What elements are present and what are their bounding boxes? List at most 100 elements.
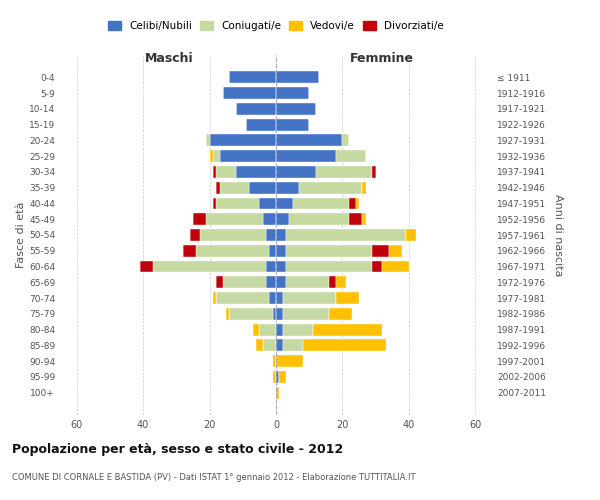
Bar: [263, 340, 276, 351]
Bar: [276, 324, 283, 336]
Bar: [266, 229, 276, 241]
Bar: [196, 245, 269, 256]
Y-axis label: Anni di nascita: Anni di nascita: [553, 194, 563, 276]
Bar: [302, 340, 386, 351]
Legend: Celibi/Nubili, Coniugati/e, Vedovi/e, Divorziati/e: Celibi/Nubili, Coniugati/e, Vedovi/e, Di…: [104, 17, 448, 36]
Bar: [283, 292, 336, 304]
Bar: [209, 150, 213, 162]
Bar: [329, 276, 336, 288]
Bar: [223, 276, 266, 288]
Bar: [266, 260, 276, 272]
Bar: [209, 134, 276, 146]
Bar: [286, 245, 373, 256]
Bar: [276, 182, 299, 194]
Bar: [206, 214, 263, 225]
Bar: [283, 324, 313, 336]
Bar: [276, 150, 336, 162]
Text: Popolazione per età, sesso e stato civile - 2012: Popolazione per età, sesso e stato civil…: [12, 442, 343, 456]
Bar: [389, 245, 402, 256]
Bar: [276, 72, 319, 83]
Bar: [269, 292, 276, 304]
Bar: [223, 87, 276, 99]
Bar: [373, 260, 382, 272]
Bar: [336, 276, 346, 288]
Bar: [140, 260, 153, 272]
Text: Femmine: Femmine: [350, 52, 415, 64]
Bar: [343, 134, 349, 146]
Bar: [276, 229, 286, 241]
Bar: [272, 308, 276, 320]
Bar: [276, 308, 283, 320]
Bar: [276, 214, 289, 225]
Bar: [266, 276, 276, 288]
Bar: [276, 198, 293, 209]
Bar: [213, 150, 220, 162]
Bar: [362, 182, 366, 194]
Bar: [229, 72, 276, 83]
Bar: [259, 198, 276, 209]
Bar: [276, 340, 283, 351]
Bar: [356, 198, 359, 209]
Bar: [213, 292, 216, 304]
Bar: [316, 166, 373, 178]
Bar: [276, 134, 343, 146]
Bar: [276, 356, 302, 367]
Bar: [283, 308, 329, 320]
Bar: [283, 340, 302, 351]
Bar: [272, 371, 276, 383]
Bar: [313, 324, 382, 336]
Bar: [246, 118, 276, 130]
Bar: [276, 118, 309, 130]
Bar: [216, 166, 236, 178]
Bar: [183, 245, 196, 256]
Bar: [336, 292, 359, 304]
Bar: [200, 229, 266, 241]
Bar: [280, 371, 286, 383]
Bar: [373, 245, 389, 256]
Bar: [276, 276, 286, 288]
Bar: [272, 356, 276, 367]
Bar: [206, 134, 209, 146]
Bar: [213, 166, 216, 178]
Y-axis label: Fasce di età: Fasce di età: [16, 202, 26, 268]
Bar: [276, 103, 316, 115]
Bar: [256, 340, 263, 351]
Bar: [349, 214, 362, 225]
Bar: [293, 198, 349, 209]
Bar: [286, 276, 329, 288]
Bar: [216, 276, 223, 288]
Bar: [236, 166, 276, 178]
Bar: [236, 103, 276, 115]
Bar: [276, 292, 283, 304]
Bar: [276, 87, 309, 99]
Bar: [216, 292, 269, 304]
Bar: [329, 308, 352, 320]
Bar: [269, 245, 276, 256]
Bar: [362, 214, 366, 225]
Bar: [220, 150, 276, 162]
Bar: [286, 260, 373, 272]
Bar: [220, 182, 250, 194]
Bar: [263, 214, 276, 225]
Bar: [276, 260, 286, 272]
Bar: [259, 324, 276, 336]
Bar: [250, 182, 276, 194]
Bar: [406, 229, 416, 241]
Bar: [153, 260, 266, 272]
Bar: [229, 308, 272, 320]
Bar: [216, 182, 220, 194]
Text: COMUNE DI CORNALE E BASTIDA (PV) - Dati ISTAT 1° gennaio 2012 - Elaborazione TUT: COMUNE DI CORNALE E BASTIDA (PV) - Dati …: [12, 472, 415, 482]
Bar: [289, 214, 349, 225]
Bar: [373, 166, 376, 178]
Bar: [276, 387, 280, 398]
Bar: [276, 245, 286, 256]
Bar: [253, 324, 259, 336]
Bar: [299, 182, 362, 194]
Bar: [276, 371, 280, 383]
Bar: [382, 260, 409, 272]
Bar: [216, 198, 259, 209]
Bar: [276, 166, 316, 178]
Text: Maschi: Maschi: [145, 52, 194, 64]
Bar: [190, 229, 200, 241]
Bar: [193, 214, 206, 225]
